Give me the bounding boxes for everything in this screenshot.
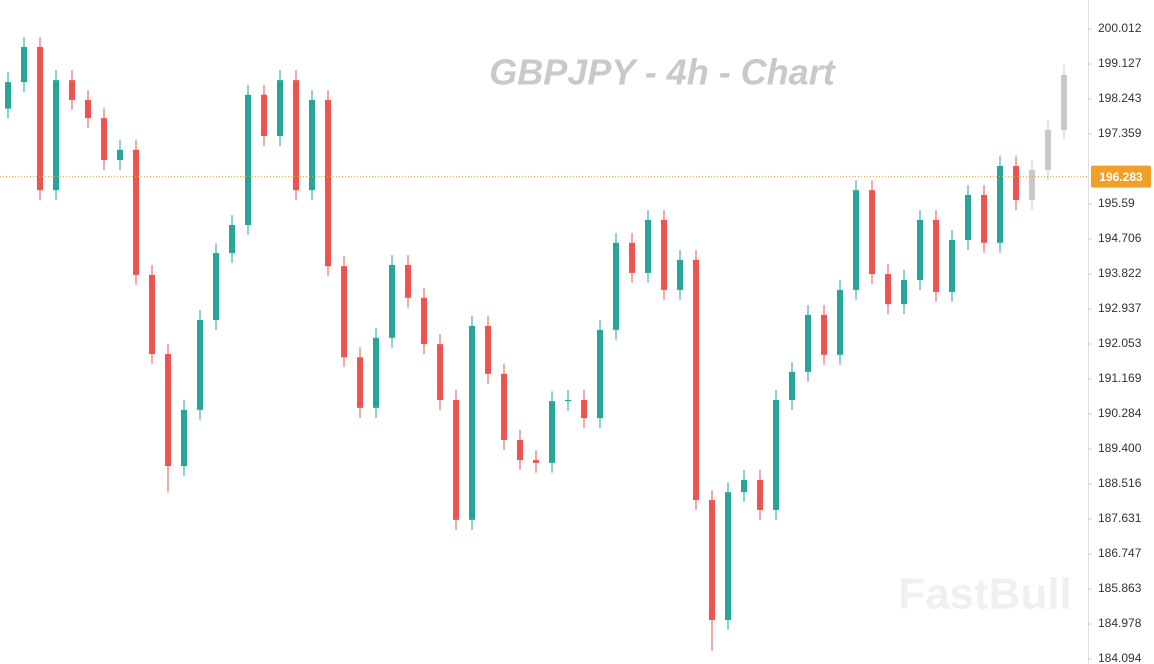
candle-body xyxy=(725,492,731,620)
y-tick-label: 197.359 xyxy=(1098,126,1142,140)
candle-body xyxy=(373,337,379,408)
candle-body xyxy=(773,399,779,510)
candle-body xyxy=(821,314,827,355)
candle-body xyxy=(37,46,43,191)
candle-body xyxy=(597,329,603,419)
y-tick-label: 186.747 xyxy=(1098,546,1142,560)
candle-body xyxy=(149,274,155,355)
watermark: FastBull xyxy=(898,570,1072,619)
candle-body xyxy=(677,259,683,290)
candle-body xyxy=(213,253,219,320)
candle-body xyxy=(405,264,411,298)
candle-body xyxy=(181,409,187,467)
candle-body xyxy=(309,99,315,191)
candle-body xyxy=(757,479,763,510)
candle-body xyxy=(965,194,971,241)
candle-body xyxy=(229,225,235,254)
candle-body xyxy=(581,399,587,419)
candle-body xyxy=(1045,130,1051,170)
y-tick-label: 188.516 xyxy=(1098,476,1142,490)
candle-body xyxy=(133,149,139,275)
y-tick-label: 200.012 xyxy=(1098,21,1142,35)
candle-body xyxy=(549,401,555,463)
candle-body xyxy=(293,80,299,191)
y-tick-label: 199.127 xyxy=(1098,56,1142,70)
candle-body xyxy=(949,240,955,292)
candle-body xyxy=(837,289,843,355)
last-price-label: 196.283 xyxy=(1099,170,1143,184)
candle-body xyxy=(805,314,811,372)
candle-body xyxy=(869,190,875,275)
candle-body xyxy=(629,242,635,273)
last-price-badge xyxy=(1091,165,1151,188)
y-tick-label: 198.243 xyxy=(1098,91,1142,105)
y-tick-label: 187.631 xyxy=(1098,511,1142,525)
candle-body xyxy=(85,99,91,119)
candle-body xyxy=(389,264,395,338)
candle-body xyxy=(517,439,523,461)
candle-body xyxy=(277,80,283,136)
candle-body xyxy=(245,94,251,226)
candle-body xyxy=(1061,75,1067,131)
y-tick-label: 192.937 xyxy=(1098,301,1142,315)
candle-body xyxy=(485,325,491,374)
candle-body xyxy=(1029,169,1035,201)
candle-body xyxy=(885,274,891,305)
candle-body xyxy=(645,219,651,273)
candle-body xyxy=(437,344,443,400)
candle-body xyxy=(533,460,539,463)
y-tick-label: 190.284 xyxy=(1098,406,1142,420)
y-tick-label: 193.822 xyxy=(1098,266,1142,280)
candle-body xyxy=(101,118,107,161)
candle-body xyxy=(5,82,11,109)
candle-body xyxy=(261,94,267,136)
candle-body xyxy=(21,46,27,83)
candle-body xyxy=(933,219,939,292)
y-tick-label: 192.053 xyxy=(1098,336,1142,350)
candle-body xyxy=(453,399,459,520)
y-tick-label: 189.400 xyxy=(1098,441,1142,455)
candle-body xyxy=(165,354,171,467)
candle-body xyxy=(197,319,203,410)
candle-body xyxy=(853,190,859,290)
candle-body xyxy=(117,149,123,161)
y-tick-label: 191.169 xyxy=(1098,371,1142,385)
candle-body xyxy=(693,259,699,501)
candle-body xyxy=(357,357,363,408)
candle-body xyxy=(1013,166,1019,201)
y-tick-label: 195.59 xyxy=(1098,196,1135,210)
candle-body xyxy=(981,194,987,243)
candle-body xyxy=(613,242,619,330)
candle-body xyxy=(341,266,347,358)
candle-body xyxy=(501,373,507,440)
y-tick-label: 184.978 xyxy=(1098,616,1142,630)
candle-body xyxy=(53,80,59,191)
candle-body xyxy=(741,479,747,493)
y-tick-label: 194.706 xyxy=(1098,231,1142,245)
candle-body xyxy=(421,297,427,345)
candle-body xyxy=(709,500,715,620)
y-tick-label: 184.094 xyxy=(1098,651,1142,664)
candle-body xyxy=(661,219,667,290)
candle-body xyxy=(565,399,571,402)
candle-body xyxy=(789,371,795,400)
candle-body xyxy=(917,219,923,281)
chart-title: GBPJPY - 4h - Chart xyxy=(489,52,836,93)
candle-body xyxy=(469,325,475,520)
candle-body xyxy=(901,280,907,305)
candle-body xyxy=(997,166,1003,243)
y-tick-label: 185.863 xyxy=(1098,581,1142,595)
candle-body xyxy=(69,80,75,100)
candle-body xyxy=(325,99,331,267)
